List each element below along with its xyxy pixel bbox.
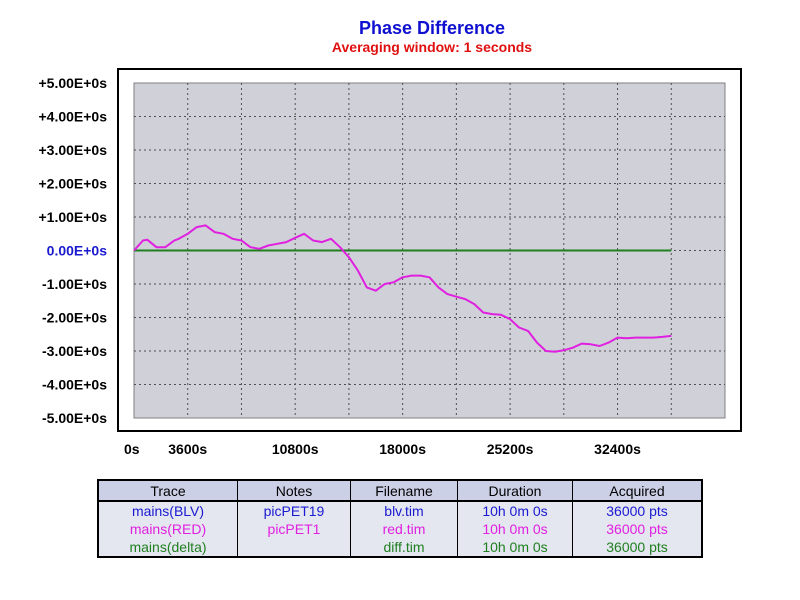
y-tick-label: +5.00E+0s: [38, 75, 107, 91]
cell-trace: mains(delta): [97, 538, 238, 557]
cell-filename: diff.tim: [350, 538, 458, 557]
cell-trace: mains(RED): [97, 520, 238, 538]
cell-acquired: 36000 pts: [572, 501, 703, 520]
cell-acquired: 36000 pts: [572, 538, 703, 557]
chart-subtitle: Averaging window: 1 seconds: [331, 39, 533, 55]
cell-acquired: 36000 pts: [572, 520, 703, 538]
x-tick-label: 18000s: [379, 441, 426, 457]
y-tick-label: -3.00E+0s: [42, 343, 107, 359]
y-tick-label: -4.00E+0s: [42, 377, 107, 393]
y-tick-label: +1.00E+0s: [38, 209, 107, 225]
legend-header-row: Trace Notes Filename Duration Acquired: [97, 480, 703, 502]
cell-filename: blv.tim: [350, 501, 458, 520]
cell-notes: picPET19: [237, 501, 351, 520]
legend-row: mains(RED) picPET1 red.tim 10h 0m 0s 36000 p…: [97, 520, 703, 538]
header-trace: Trace: [97, 480, 238, 502]
cell-duration: 10h 0m 0s: [457, 538, 573, 557]
legend-row: mains(BLV) picPET19 blv.tim 10h 0m 0s 36000 …: [97, 501, 703, 520]
y-tick-label: +2.00E+0s: [38, 176, 107, 192]
y-tick-label: 0.00E+0s: [47, 243, 108, 259]
x-tick-label: 0s: [124, 441, 140, 457]
x-tick-label: 3600s: [168, 441, 207, 457]
header-notes: Notes: [237, 480, 351, 502]
header-acquired: Acquired: [572, 480, 703, 502]
cell-notes: [237, 538, 351, 557]
legend-row: mains(delta) diff.tim 10h 0m 0s 36000 pts: [97, 538, 703, 557]
y-tick-label: -2.00E+0s: [42, 310, 107, 326]
y-tick-label: +3.00E+0s: [38, 142, 107, 158]
cell-filename: red.tim: [350, 520, 458, 538]
x-tick-label: 25200s: [487, 441, 534, 457]
cell-duration: 10h 0m 0s: [457, 501, 573, 520]
series-line-mains-red-: [133, 224, 672, 353]
cell-duration: 10h 0m 0s: [457, 520, 573, 538]
cell-trace: mains(BLV): [97, 501, 238, 520]
x-tick-label: 32400s: [594, 441, 641, 457]
header-filename: Filename: [350, 480, 458, 502]
y-tick-label: +4.00E+0s: [38, 109, 107, 125]
cell-notes: picPET1: [237, 520, 351, 538]
x-tick-label: 10800s: [272, 441, 319, 457]
phase-difference-chart: +5.00E+0s +4.00E+0s +3.00E+0s +2.00E+0s +1.0…: [38, 68, 742, 457]
trace-legend-table: Trace Notes Filename Duration Acquired m…: [97, 479, 703, 558]
header-duration: Duration: [457, 480, 573, 502]
y-tick-label: -5.00E+0s: [42, 410, 107, 426]
chart-title: Phase Difference: [358, 18, 506, 38]
y-tick-label: -1.00E+0s: [42, 276, 107, 292]
